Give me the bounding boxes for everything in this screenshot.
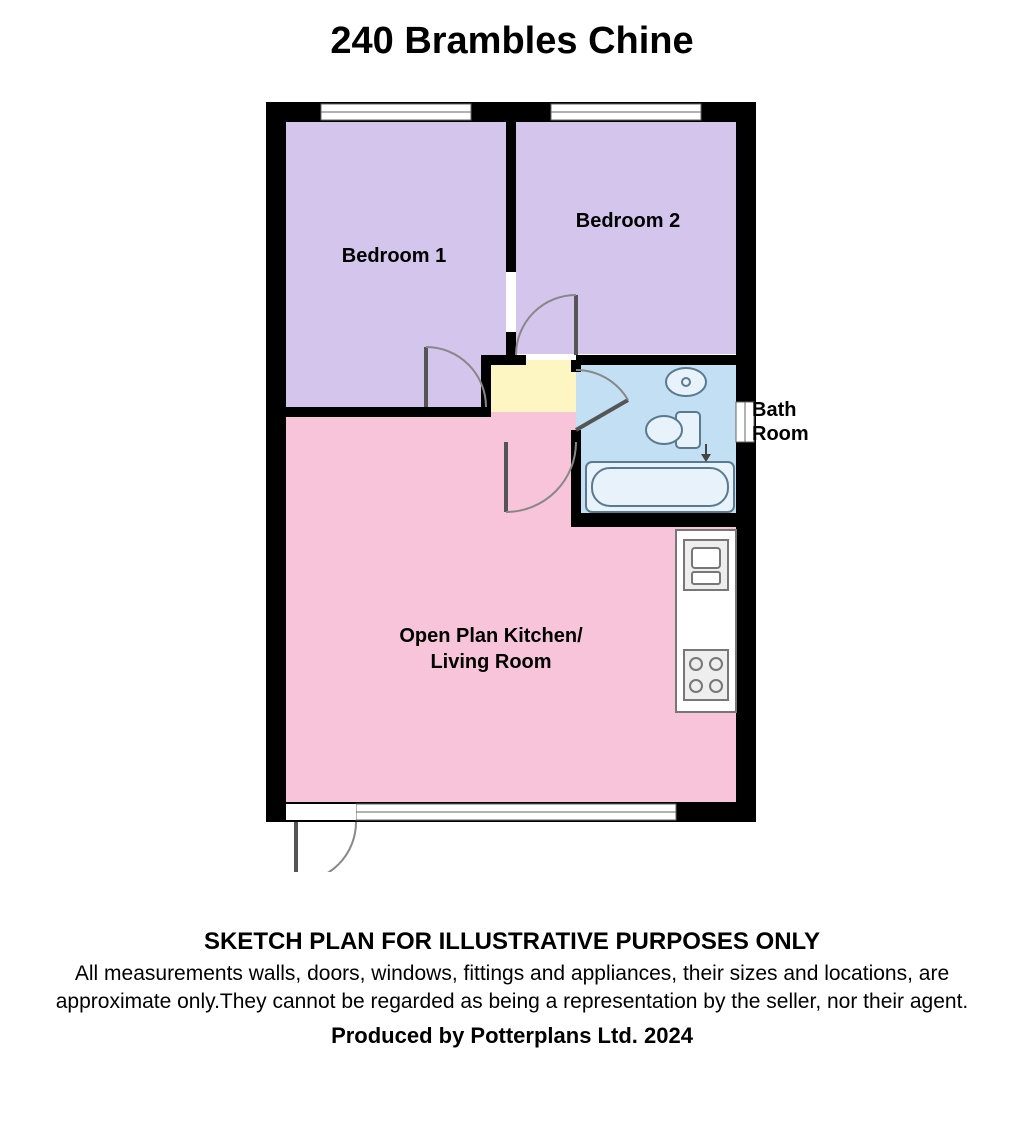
floor-plan: Bedroom 1 Bedroom 2 Open Plan Kitchen/ L… — [256, 92, 726, 812]
bedroom1-label: Bedroom 1 — [342, 245, 446, 267]
living-label-2: Living Room — [430, 651, 551, 673]
living-label-1: Open Plan Kitchen/ — [399, 625, 583, 647]
disclaimer-body: All measurements walls, doors, windows, … — [40, 960, 984, 1017]
hall-step — [506, 412, 576, 442]
bathroom-label: Bath Room — [752, 398, 809, 446]
page-title: 240 Brambles Chine — [0, 20, 1024, 63]
kitchen-fixtures — [676, 530, 736, 712]
disclaimer-footer: Produced by Potterplans Ltd. 2024 — [40, 1023, 984, 1049]
disclaimer-heading: SKETCH PLAN FOR ILLUSTRATIVE PURPOSES ON… — [40, 928, 984, 956]
disclaimer: SKETCH PLAN FOR ILLUSTRATIVE PURPOSES ON… — [40, 928, 984, 1049]
bedroom2-label: Bedroom 2 — [576, 210, 680, 232]
bedroom2-fill — [516, 122, 736, 354]
